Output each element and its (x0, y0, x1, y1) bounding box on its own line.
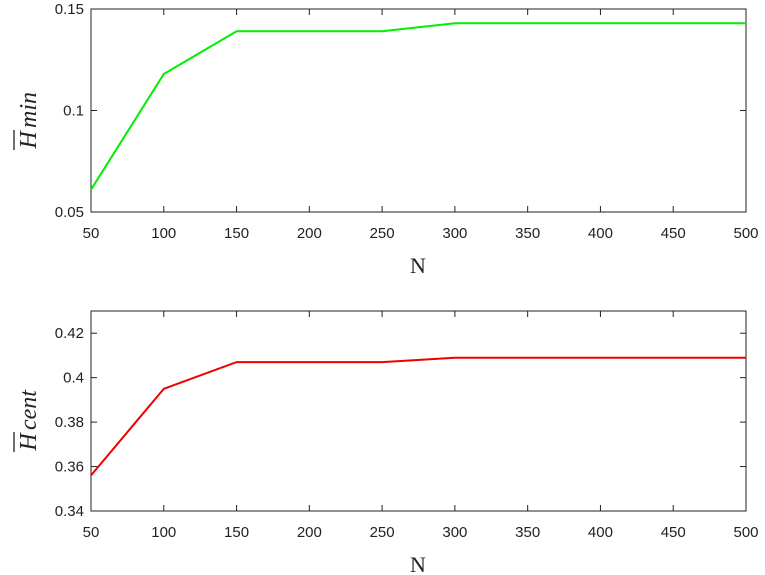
y-tick-label: 0.42 (55, 325, 84, 342)
x-axis-label: N (410, 253, 426, 278)
plot-panel-bottom: 50 100 150 200 250 300 350 400 450 500 0.34 0.36 0.… (13, 310, 759, 575)
series-line (90, 22, 746, 191)
y-tick-label: 0.38 (55, 414, 84, 431)
x-tick-label: 250 (370, 225, 395, 242)
plot-frame (90, 310, 747, 512)
y-axis-label-main: H (16, 130, 42, 150)
y-axis-label-main: H (16, 432, 42, 452)
x-tick-label: 50 (83, 524, 100, 541)
y-axis-label-sub: cent (16, 389, 42, 430)
x-tick-label: 150 (224, 524, 249, 541)
x-tick-label: 200 (297, 225, 322, 242)
x-axis-label: N (410, 552, 426, 575)
x-tick-label: 350 (515, 225, 540, 242)
plot-panel-top: 50 100 150 200 250 300 350 400 450 500 0.05 0.1 0.1… (13, 1, 759, 278)
x-tick-label: 50 (83, 225, 100, 242)
x-tick-label: 400 (588, 524, 613, 541)
x-tick-label: 500 (733, 524, 758, 541)
y-tick-label: 0.15 (55, 1, 84, 18)
x-tick-label: 200 (297, 524, 322, 541)
plot-frame (90, 8, 747, 213)
x-tick-label: 300 (442, 524, 467, 541)
y-axis-label: H min (13, 92, 42, 150)
series-line (90, 356, 746, 477)
y-tick-label: 0.34 (55, 503, 84, 520)
y-tick-label: 0.36 (55, 459, 84, 476)
x-tick-label: 100 (151, 225, 176, 242)
x-tick-label: 350 (515, 524, 540, 541)
x-tick-label: 450 (661, 524, 686, 541)
y-tick-label: 0.4 (63, 370, 84, 387)
y-tick-label: 0.05 (55, 204, 84, 221)
x-tick-label: 400 (588, 225, 613, 242)
x-tick-label: 150 (224, 225, 249, 242)
x-tick-label: 250 (370, 524, 395, 541)
x-tick-label: 300 (442, 225, 467, 242)
y-axis-label-sub: min (16, 92, 42, 128)
x-tick-label: 450 (661, 225, 686, 242)
x-tick-label: 500 (733, 225, 758, 242)
y-tick-label: 0.1 (63, 103, 84, 120)
y-axis-label: H cent (13, 389, 42, 452)
x-tick-label: 100 (151, 524, 176, 541)
